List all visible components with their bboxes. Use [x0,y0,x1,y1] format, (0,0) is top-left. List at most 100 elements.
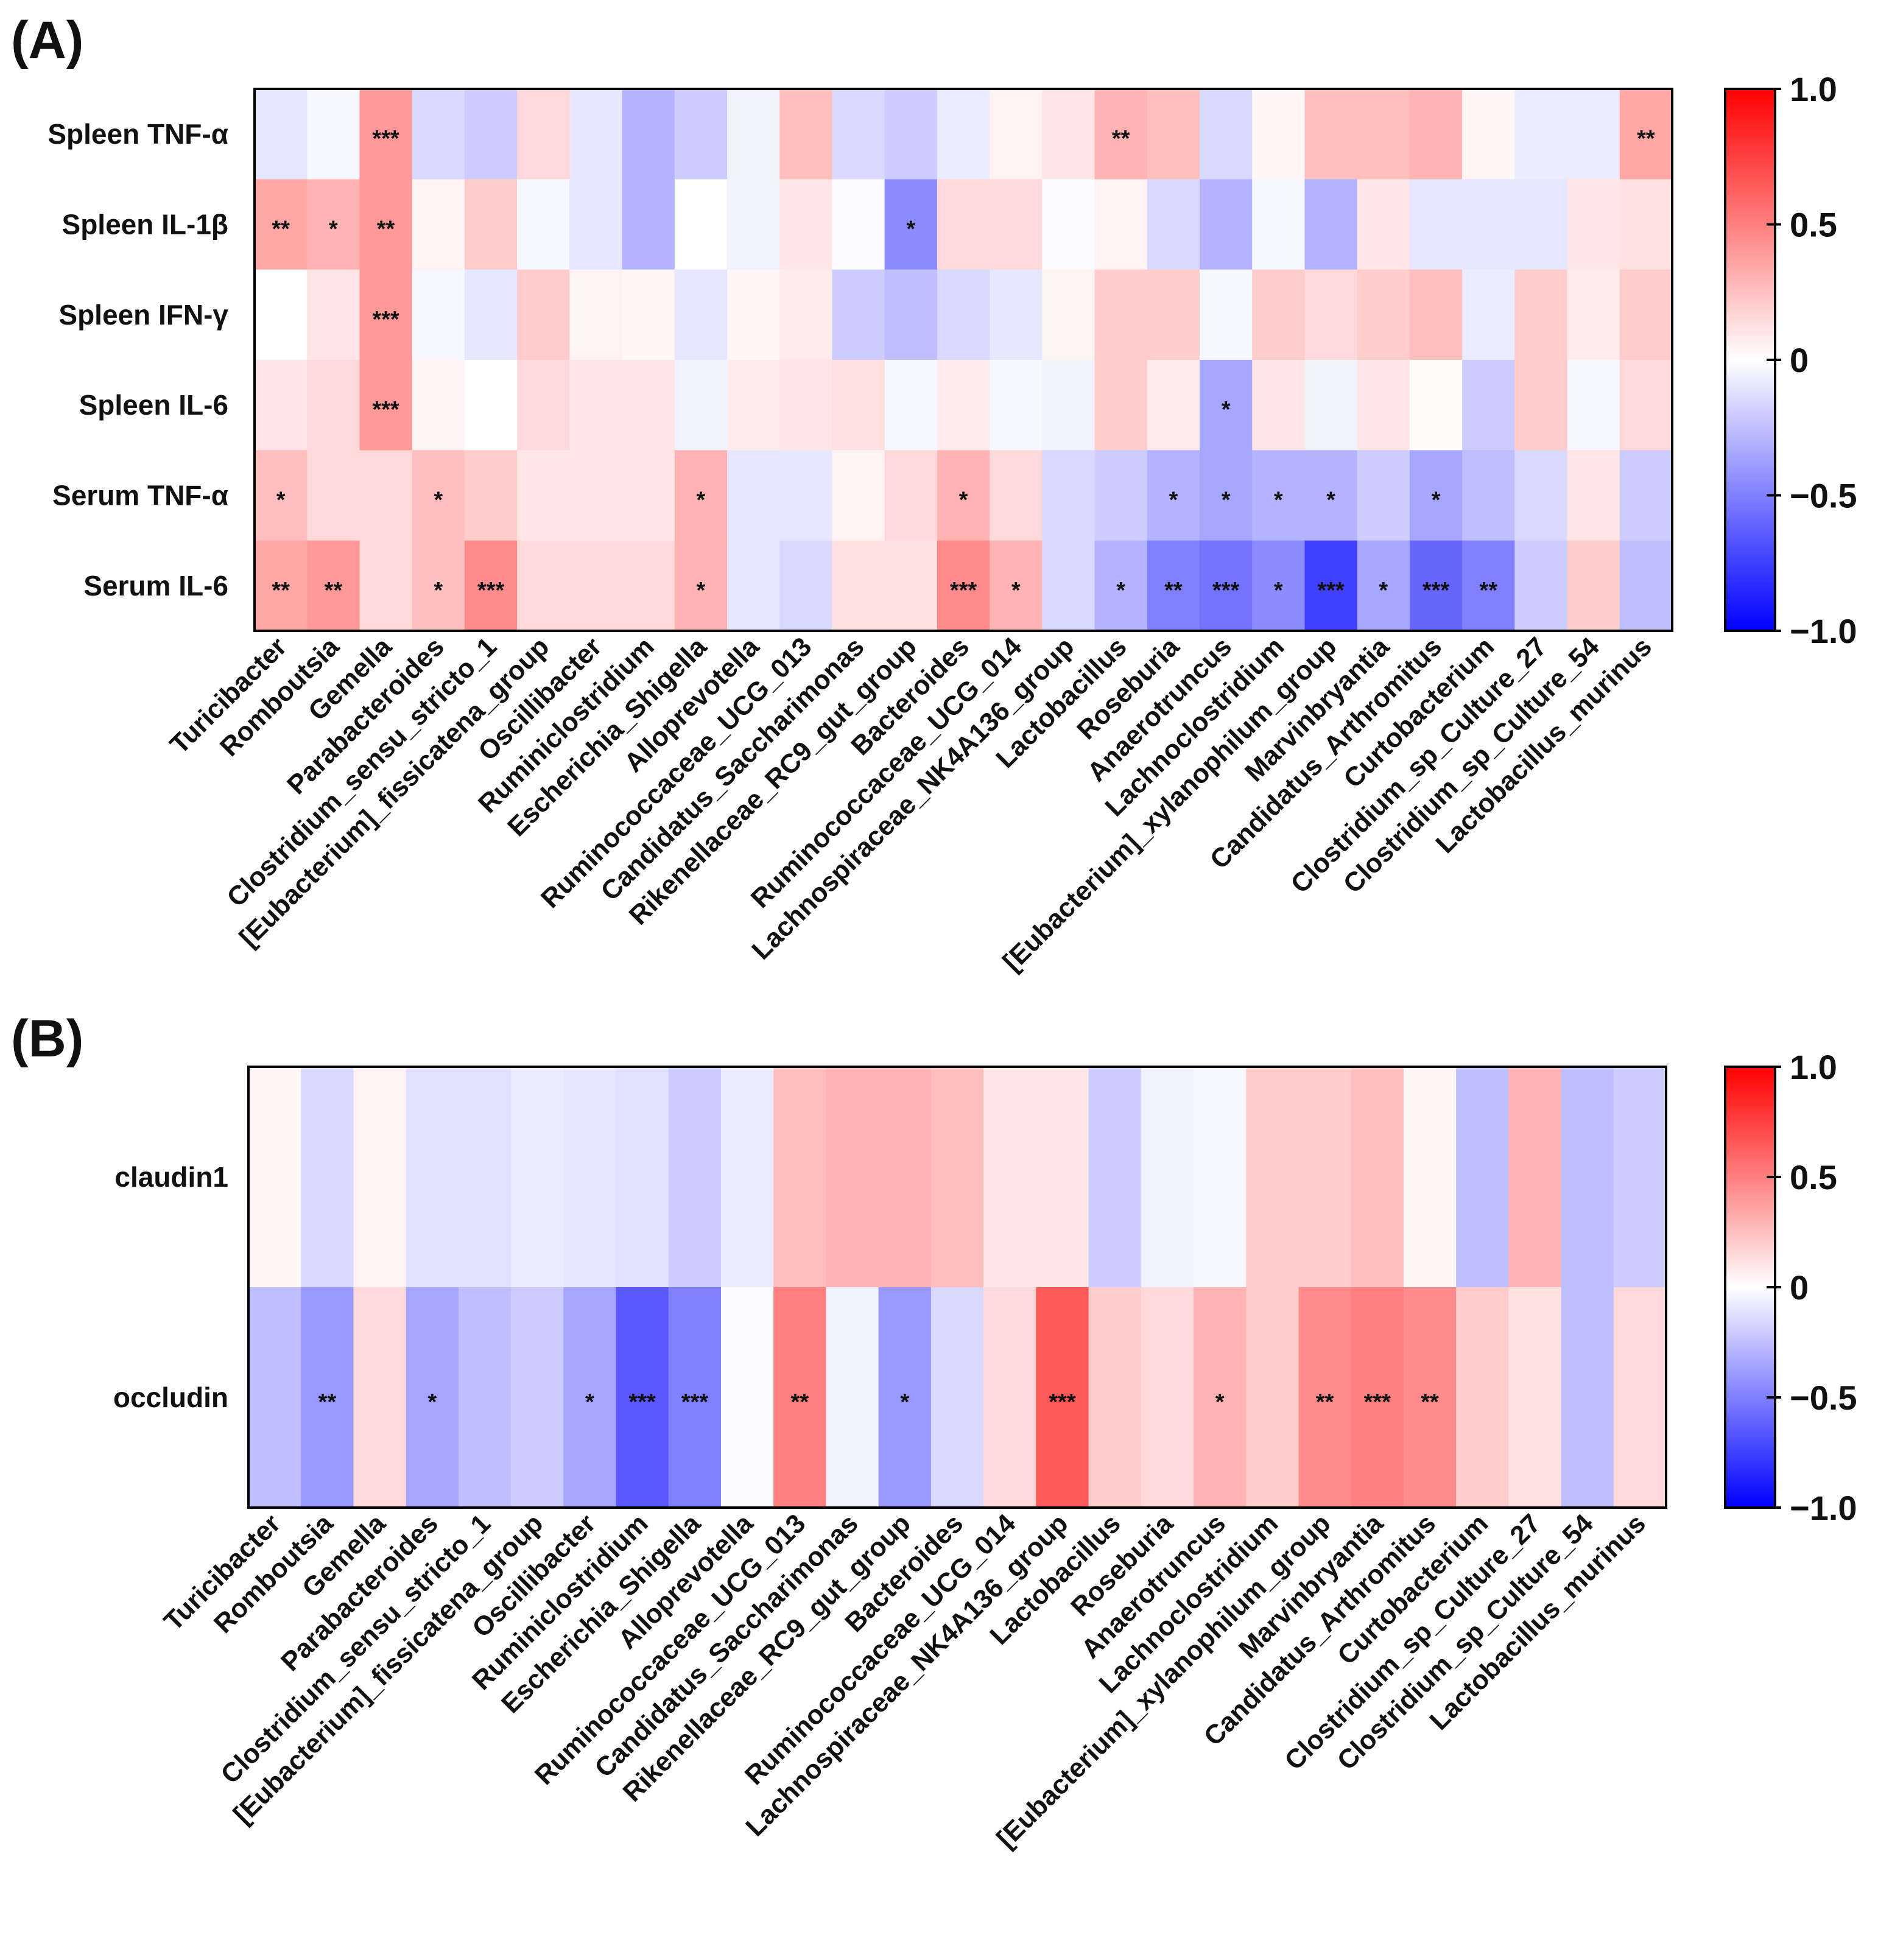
heatmap-cell [779,89,833,180]
significance-marker: * [276,488,286,513]
heatmap-cell [1567,540,1620,631]
heatmap-cell [930,1287,984,1508]
heatmap-cell [668,1287,722,1508]
significance-marker: ** [325,578,343,603]
heatmap-cell [517,89,570,180]
heatmap-cell [353,1067,407,1288]
heatmap-cell [1298,1067,1352,1288]
heatmap-cell [1514,89,1568,180]
heatmap-cell [1304,89,1358,180]
heatmap-cell [301,1287,354,1508]
heatmap-cell [307,360,360,451]
heatmap-cell [569,89,623,180]
heatmap-cell [721,1287,774,1508]
heatmap-cell [1252,360,1306,451]
heatmap-cell [1194,1067,1247,1288]
heatmap-cell [1298,1287,1352,1508]
colorbar-tick-label: −1.0 [1790,612,1857,650]
heatmap-cell [1357,540,1410,631]
heatmap-cell [674,540,728,631]
heatmap-cell [255,450,308,541]
heatmap-cell [1246,1067,1299,1288]
heatmap-cell [1514,360,1568,451]
heatmap-cell [878,1067,932,1288]
significance-marker: * [696,578,705,603]
significance-marker: * [1116,578,1125,603]
colorbar-tick-label: −1.0 [1790,1489,1857,1527]
heatmap-cell [1409,450,1463,541]
heatmap-cell [1200,179,1253,270]
heatmap-cell [878,1287,932,1508]
heatmap-cell [1088,1067,1142,1288]
row-label: Serum IL-6 [83,570,228,602]
heatmap-border [253,88,1673,632]
significance-marker: * [959,488,968,513]
heatmap-cell [622,179,675,270]
significance-marker: * [427,1389,437,1415]
heatmap-cell [1357,360,1410,451]
heatmap-border [247,1066,1667,1509]
heatmap-cell [832,269,885,360]
colorbar-tick-label: 0.5 [1790,206,1837,244]
heatmap-cell [832,89,885,180]
significance-marker: * [329,217,338,242]
heatmap-cell [1514,269,1568,360]
heatmap-cell [727,269,780,360]
heatmap-cell [1462,269,1515,360]
significance-marker: *** [372,126,399,152]
heatmap-cell [1042,89,1096,180]
heatmap-cell [1619,269,1673,360]
heatmap-cell [1462,89,1515,180]
significance-marker: * [434,488,443,513]
heatmap-cell [622,360,675,451]
heatmap-cell [1567,450,1620,541]
heatmap-cell [307,540,360,631]
heatmap-cell [1351,1067,1404,1288]
heatmap-cell [937,269,990,360]
heatmap-cell [622,540,675,631]
panel-label: (B) [11,1010,83,1068]
significance-marker: * [1326,488,1335,513]
heatmap-cell [458,1287,512,1508]
heatmap-cell [1409,89,1463,180]
heatmap-cell [301,1067,354,1288]
heatmap-cell [990,269,1043,360]
significance-marker: ** [1112,126,1130,152]
heatmap-cell [937,360,990,451]
heatmap-cell [674,89,728,180]
row-label: Spleen TNF-α [47,118,228,150]
heatmap-cell [458,1067,512,1288]
significance-marker: ** [1637,126,1655,152]
significance-marker: * [434,578,443,603]
heatmap-cell [937,89,990,180]
significance-marker: *** [1212,578,1240,603]
heatmap-cell [1252,179,1306,270]
significance-marker: ** [272,578,290,603]
heatmap-cell [1357,179,1410,270]
heatmap-cell [464,360,518,451]
heatmap-cell [353,1287,407,1508]
heatmap-cell [1147,450,1200,541]
significance-marker: * [900,1389,909,1415]
heatmap-cell [1514,179,1568,270]
heatmap-cell [983,1067,1036,1288]
heatmap-cell [307,89,360,180]
heatmap-cell [1403,1067,1457,1288]
heatmap-cell [255,540,308,631]
heatmap-cell [517,179,570,270]
heatmap-cell [1252,89,1306,180]
heatmap-cell [1619,540,1673,631]
heatmap-cell [1252,450,1306,541]
row-label: Serum TNF-α [52,480,228,511]
heatmap-cell [1462,179,1515,270]
heatmap-cell [412,179,465,270]
heatmap-cell [990,360,1043,451]
colorbar-tick-label: 0 [1790,341,1809,379]
heatmap-cell [517,450,570,541]
heatmap-cell [1456,1067,1509,1288]
heatmap-cell [412,360,465,451]
significance-marker: *** [1317,578,1345,603]
heatmap-cell [1304,450,1358,541]
heatmap-cell [1304,540,1358,631]
